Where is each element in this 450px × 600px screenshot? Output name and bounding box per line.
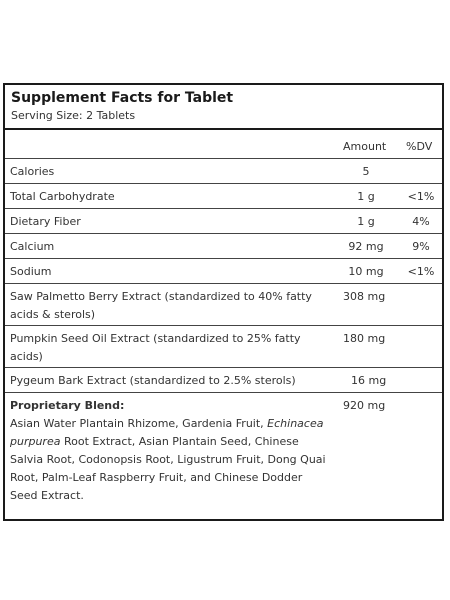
supplement-facts-panel: Supplement Facts for Tablet Serving Size… <box>3 83 444 521</box>
nutrient-dv: <1% <box>407 265 435 278</box>
blend-amount: 920 mg <box>343 399 386 412</box>
nutrient-name: Total Carbohydrate <box>10 190 115 203</box>
blend-label: Proprietary Blend: <box>10 399 125 412</box>
dv-header: %DV <box>406 140 433 153</box>
ingredient-name: Pumpkin Seed Oil Extract (standardized t… <box>10 332 301 363</box>
blend-description: Proprietary Blend: Asian Water Plantain … <box>10 399 326 502</box>
ingredient-name: Pygeum Bark Extract (standardized to 2.5… <box>10 374 296 387</box>
table-row: Calcium 92 mg 9% <box>5 233 442 259</box>
proprietary-blend-row: Proprietary Blend: Asian Water Plantain … <box>5 392 442 520</box>
nutrient-name: Calcium <box>10 240 55 253</box>
ingredient-amount: 180 mg <box>343 332 386 345</box>
nutrient-dv: <1% <box>407 190 435 203</box>
panel-title: Supplement Facts for Tablet <box>11 90 234 106</box>
nutrient-dv: 9% <box>412 240 430 253</box>
nutrient-name: Dietary Fiber <box>10 215 81 228</box>
nutrient-amount: 10 mg <box>348 265 384 278</box>
nutrient-amount: 1 g <box>357 215 375 228</box>
nutrient-name: Sodium <box>10 265 52 278</box>
ingredient-amount: 308 mg <box>343 290 386 303</box>
nutrient-amount: 5 <box>362 165 370 178</box>
header-divider <box>5 128 442 130</box>
table-row: Pumpkin Seed Oil Extract (standardized t… <box>5 325 442 368</box>
serving-size: Serving Size: 2 Tablets <box>11 109 136 122</box>
table-row: Dietary Fiber 1 g 4% <box>5 208 442 234</box>
nutrient-amount: 1 g <box>357 190 375 203</box>
table-row: Sodium 10 mg <1% <box>5 258 442 284</box>
ingredient-name: Saw Palmetto Berry Extract (standardized… <box>10 290 312 321</box>
nutrient-name: Calories <box>10 165 55 178</box>
ingredient-amount: 16 mg <box>351 374 387 387</box>
amount-header: Amount <box>343 140 387 153</box>
table-row: Pygeum Bark Extract (standardized to 2.5… <box>5 367 442 393</box>
nutrient-dv: 4% <box>412 215 430 228</box>
table-row: Calories 5 <box>5 158 442 184</box>
table-row: Total Carbohydrate 1 g <1% <box>5 183 442 209</box>
nutrient-amount: 92 mg <box>348 240 384 253</box>
table-row: Saw Palmetto Berry Extract (standardized… <box>5 283 442 326</box>
